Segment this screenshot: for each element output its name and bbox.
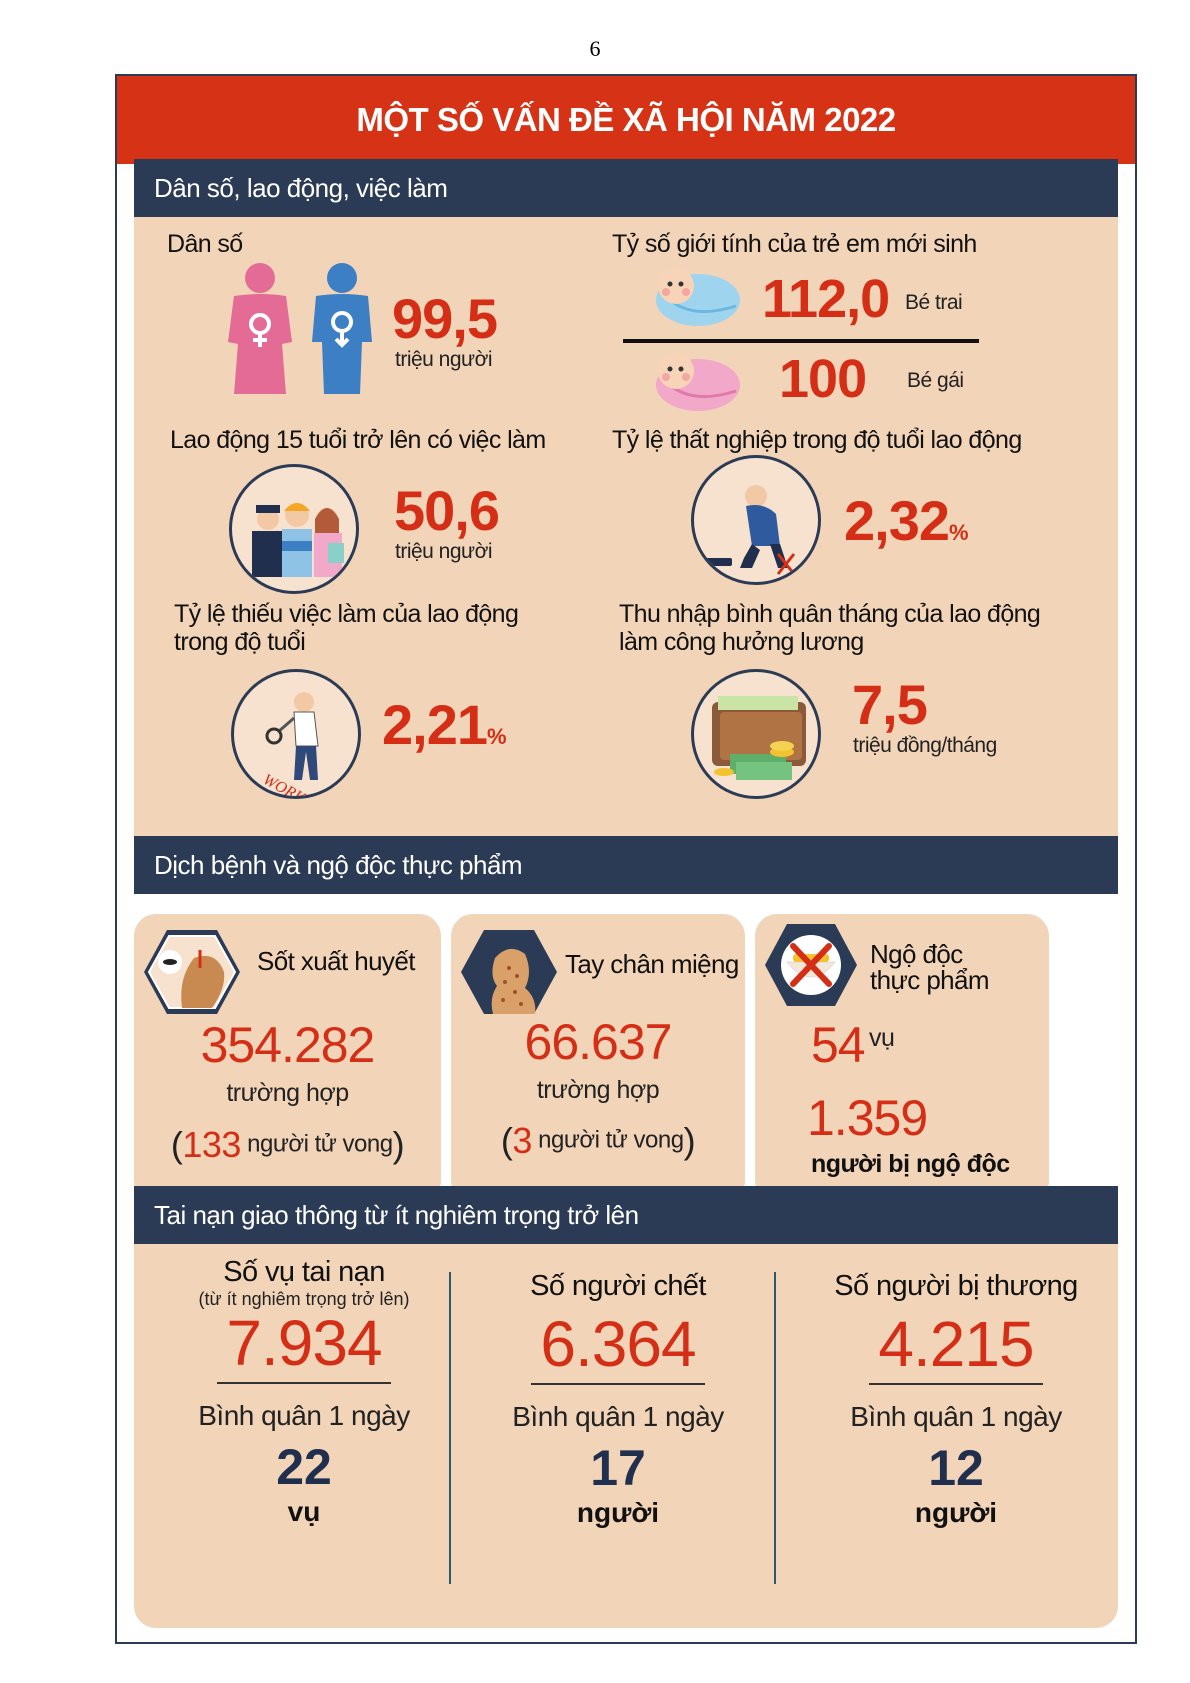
- unemployment-unit: %: [949, 520, 969, 545]
- page-number: 6: [589, 36, 601, 61]
- column-divider: [449, 1272, 451, 1584]
- dengue-deaths-text: người tử vong: [247, 1130, 393, 1158]
- column-divider: [774, 1272, 776, 1584]
- accidents-value: 7.934: [226, 1307, 382, 1379]
- boys-label: Bé trai: [905, 291, 963, 314]
- infographic-frame: MỘT SỐ VẤN ĐỀ XÃ HỘI NĂM 2022 Dân số, la…: [115, 74, 1137, 1644]
- card-hfmd: Tay chân miệng 66.637 trường hợp (3 ngườ…: [451, 914, 745, 1203]
- deaths-value: 6.364: [540, 1308, 696, 1380]
- food-people-value: 1.359: [807, 1090, 928, 1146]
- unemployment-value-wrap: 2,32%: [844, 489, 969, 563]
- accidents-title: Số vụ tai nạn: [223, 1256, 385, 1288]
- injured-divider: [869, 1383, 1043, 1385]
- col-deaths: Số người chết 6.364 Bình quân 1 ngày 17 …: [468, 1270, 768, 1529]
- accidents-avg-label: Bình quân 1 ngày: [198, 1400, 410, 1431]
- magnifier-man-icon: WORK: [231, 669, 361, 799]
- card-dengue: Sốt xuất huyết 354.282 trường hợp (133 n…: [134, 914, 441, 1203]
- panel-population: Dân số 99,5 triệu người Tỷ số giới tính …: [134, 217, 1118, 864]
- income-unit: triệu đồng/tháng: [853, 734, 997, 757]
- food-cases-value: 54: [811, 1017, 866, 1073]
- wallet-money-icon: [691, 669, 821, 799]
- hfmd-deaths: (3 người tử vong): [451, 1120, 745, 1162]
- employed-label: Lao động 15 tuổi trở lên có việc làm: [170, 426, 546, 454]
- population-unit: triệu người: [395, 348, 493, 371]
- hfmd-unit: trường hợp: [536, 1076, 660, 1104]
- underemployment-value: 2,21: [382, 693, 488, 756]
- baby-girl-icon: [656, 353, 740, 411]
- injured-title: Số người bị thương: [834, 1270, 1078, 1302]
- underemployment-unit: %: [487, 724, 507, 749]
- underemployment-label-line2: trong độ tuổi: [174, 628, 306, 656]
- employed-value: 50,6: [394, 479, 500, 542]
- dengue-unit: trường hợp: [226, 1079, 349, 1107]
- section-header-traffic: Tai nạn giao thông từ ít nghiêm trọng tr…: [134, 1186, 1118, 1244]
- female-male-icon: [228, 263, 372, 394]
- deaths-divider: [531, 1383, 705, 1385]
- paren-close: ): [392, 1124, 405, 1165]
- income-label-line1: Thu nhập bình quân tháng của lao động: [619, 600, 1041, 628]
- hfmd-title: Tay chân miệng: [565, 949, 739, 979]
- male-icon: [312, 263, 372, 394]
- hfmd-deaths-num: 3: [512, 1120, 532, 1161]
- paren-close: ): [683, 1120, 696, 1161]
- injured-avg-value: 12: [928, 1440, 984, 1496]
- sex-ratio-label: Tỷ số giới tính của trẻ em mới sinh: [612, 230, 977, 258]
- employed-unit: triệu người: [395, 540, 493, 563]
- deaths-avg-unit: người: [576, 1497, 660, 1528]
- paren-open: (: [170, 1124, 183, 1165]
- dengue-deaths: (133 người tử vong): [134, 1124, 441, 1166]
- injured-avg-unit: người: [914, 1497, 998, 1528]
- food-bowl-cross-icon: [765, 924, 857, 1006]
- dengue-deaths-num: 133: [182, 1124, 241, 1165]
- food-cases-unit: vụ: [869, 1024, 895, 1052]
- unemployment-label: Tỷ lệ thất nghiệp trong độ tuổi lao động: [612, 426, 1022, 454]
- section-header-disease: Dịch bệnh và ngộ độc thực phẩm: [134, 836, 1118, 894]
- deaths-title: Số người chết: [530, 1270, 706, 1302]
- accidents-divider: [217, 1382, 391, 1384]
- accidents-avg-value: 22: [276, 1439, 332, 1495]
- baby-boy-icon: [656, 268, 740, 326]
- col-injured: Số người bị thương 4.215 Bình quân 1 ngà…: [806, 1270, 1106, 1529]
- hfmd-value: 66.637: [524, 1014, 673, 1070]
- underemployment-value-wrap: 2,21%: [382, 693, 507, 767]
- panel-traffic: Số vụ tai nạn (từ ít nghiêm trọng trở lê…: [134, 1244, 1118, 1628]
- girls-label: Bé gái: [907, 369, 964, 392]
- population-value: 99,5: [392, 287, 498, 350]
- mosquito-head-icon: [144, 930, 240, 1014]
- card-food-poisoning: Ngộ độc thực phẩm 54 vụ 1.359 người bị n…: [755, 914, 1049, 1203]
- deaths-avg-value: 17: [590, 1440, 646, 1496]
- section-header-population: Dân số, lao động, việc làm: [134, 159, 1118, 217]
- col-accidents: Số vụ tai nạn (từ ít nghiêm trọng trở lê…: [154, 1256, 454, 1528]
- dengue-title: Sốt xuất huyết: [257, 946, 415, 976]
- ratio-divider: [623, 339, 979, 343]
- income-value: 7,5: [852, 673, 928, 736]
- accidents-subtitle: (từ ít nghiêm trọng trở lên): [198, 1289, 410, 1309]
- food-title-line1: Ngộ độc: [870, 939, 963, 969]
- page-title: MỘT SỐ VẤN ĐỀ XÃ HỘI NĂM 2022: [117, 76, 1135, 164]
- food-people-unit: người bị ngộ độc: [811, 1150, 1010, 1178]
- unemployed-man-icon: [691, 455, 821, 585]
- accidents-avg-unit: vụ: [287, 1496, 321, 1527]
- female-icon: [228, 263, 292, 394]
- child-rash-icon: [461, 930, 557, 1014]
- deaths-avg-label: Bình quân 1 ngày: [512, 1401, 724, 1432]
- workers-icon: [229, 464, 359, 594]
- unemployment-value: 2,32: [844, 489, 950, 552]
- underemployment-label-line1: Tỷ lệ thiếu việc làm của lao động: [174, 600, 519, 628]
- food-title-line2: thực phẩm: [870, 965, 990, 995]
- paren-open: (: [500, 1120, 513, 1161]
- boys-value: 112,0: [762, 269, 890, 329]
- population-label: Dân số: [167, 230, 243, 258]
- injured-value: 4.215: [878, 1308, 1034, 1380]
- hfmd-deaths-text: người tử vong: [538, 1126, 684, 1154]
- girls-value: 100: [779, 349, 867, 409]
- injured-avg-label: Bình quân 1 ngày: [850, 1401, 1062, 1432]
- dengue-value: 354.282: [200, 1017, 376, 1073]
- income-label-line2: làm công hưởng lương: [619, 628, 864, 656]
